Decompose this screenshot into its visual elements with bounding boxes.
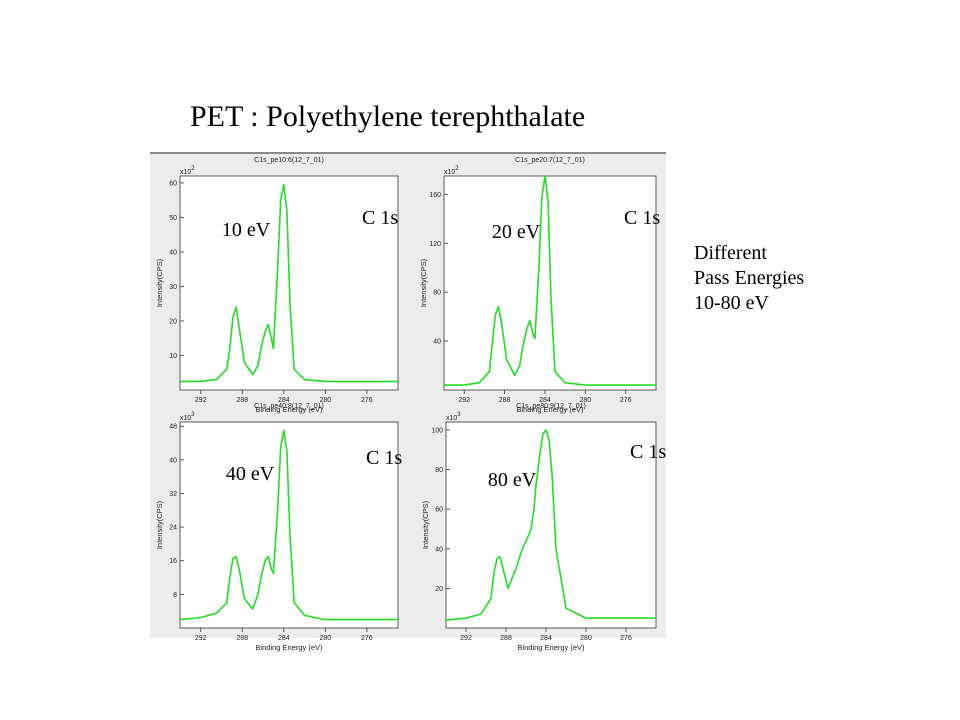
y-tick-label: 30: [169, 284, 177, 291]
spectrum-panel-80ev: C1s_pe80:9(12_7_01) x103 20 40 60 80 100 292 288…: [421, 403, 666, 652]
x-tick-label: 288: [236, 397, 248, 404]
x-tick-label: 276: [620, 635, 632, 642]
spectrum-line: [445, 429, 656, 621]
x-axis-label: Binding Energy (eV): [255, 405, 323, 414]
y-tick-label: 80: [435, 467, 443, 474]
x-tick-label: 288: [499, 397, 511, 404]
x-tick-label: 292: [195, 635, 207, 642]
y-tick-label: 10: [169, 353, 177, 360]
x-tick-label: 280: [319, 397, 331, 404]
y-tick-label: 120: [429, 241, 441, 248]
y-multiplier: x102: [444, 166, 459, 176]
y-tick-label: 24: [169, 525, 177, 532]
panel-title: C1s_pe80:9(12_7_01): [516, 403, 586, 410]
y-axis-label: Intensity(CPS): [419, 258, 428, 307]
x-tick-label: 284: [278, 397, 290, 404]
x-tick-label: 280: [579, 397, 591, 404]
plot-area: [445, 421, 657, 629]
y-tick-label: 40: [169, 457, 177, 464]
y-multiplier: x102: [180, 166, 195, 176]
pass-energy-label: 20 eV: [492, 221, 541, 243]
x-tick-label: 288: [500, 635, 512, 642]
y-tick-label: 160: [429, 192, 441, 199]
y-tick-label: 40: [435, 546, 443, 553]
spectrum-panel-20ev: C1s_pe20:7(12_7_01) x102 40 80 120 160 292 288 2…: [419, 157, 660, 414]
y-tick-label: 32: [169, 491, 177, 498]
x-tick-label: 292: [458, 397, 470, 404]
y-tick-label: 60: [435, 507, 443, 514]
spectrum-line: [444, 175, 656, 386]
peak-label: C 1s: [366, 447, 402, 469]
panel-title: C1s_pe10:6(12_7_01): [254, 157, 324, 164]
x-axis-label: Binding Energy (eV): [255, 643, 323, 652]
peak-label: C 1s: [362, 207, 398, 229]
spectrum-line: [180, 183, 398, 383]
x-tick-label: 292: [195, 397, 207, 404]
y-tick-label: 40: [169, 249, 177, 256]
spectrum-panel-10ev: C1s_pe10:6(12_7_01) x102 10 20 30 40 50 60 292 28…: [155, 157, 399, 414]
x-tick-label: 280: [580, 635, 592, 642]
figure-top-border: [150, 152, 666, 154]
x-axis-label: Binding Energy (eV): [516, 405, 584, 414]
note-line-3: 10-80 eV: [694, 292, 769, 314]
y-tick-label: 60: [169, 180, 177, 187]
x-tick-label: 284: [278, 635, 290, 642]
y-tick-label: 48: [169, 424, 177, 431]
note-line-2: Pass Energies: [694, 267, 805, 289]
pass-energy-note: Different Pass Energies 10-80 eV: [694, 241, 804, 316]
y-tick-label: 20: [169, 318, 177, 325]
y-tick-label: 8: [173, 592, 177, 599]
panel-title: C1s_pe20:7(12_7_01): [515, 157, 585, 164]
y-axis-label: Intensity(CPS): [421, 500, 430, 549]
x-tick-label: 276: [620, 397, 632, 404]
x-tick-label: 276: [361, 635, 373, 642]
pass-energy-label: 80 eV: [488, 469, 537, 491]
y-tick-label: 100: [431, 427, 443, 434]
y-multiplier: x103: [180, 412, 195, 422]
peak-label: C 1s: [630, 441, 666, 463]
x-tick-label: 284: [540, 635, 552, 642]
y-axis-label: Intensity(CPS): [155, 500, 164, 549]
y-multiplier: x103: [446, 412, 461, 422]
note-line-1: Different: [694, 242, 767, 264]
y-tick-label: 80: [433, 290, 441, 297]
y-tick-label: 50: [169, 215, 177, 222]
spectrum-panel-40ev: C1s_pe40:8(12_7_01) x103 8 16 24 32 40 48 292 288…: [155, 403, 402, 652]
peak-label: C 1s: [624, 207, 660, 229]
y-tick-label: 20: [435, 586, 443, 593]
x-tick-label: 292: [460, 635, 472, 642]
spectrum-line: [179, 429, 398, 621]
slide-title: PET : Polyethylene terephthalate: [190, 100, 586, 133]
x-tick-label: 284: [539, 397, 551, 404]
y-tick-label: 40: [433, 339, 441, 346]
panel-title: C1s_pe40:8(12_7_01): [254, 403, 324, 410]
y-tick-label: 16: [169, 558, 177, 565]
x-tick-label: 288: [236, 635, 248, 642]
x-tick-label: 276: [361, 397, 373, 404]
x-tick-label: 280: [319, 635, 331, 642]
pass-energy-label: 10 eV: [222, 219, 271, 241]
x-axis-label: Binding Energy (eV): [517, 643, 585, 652]
y-axis-label: Intensity(CPS): [155, 258, 164, 307]
pass-energy-label: 40 eV: [226, 463, 275, 485]
